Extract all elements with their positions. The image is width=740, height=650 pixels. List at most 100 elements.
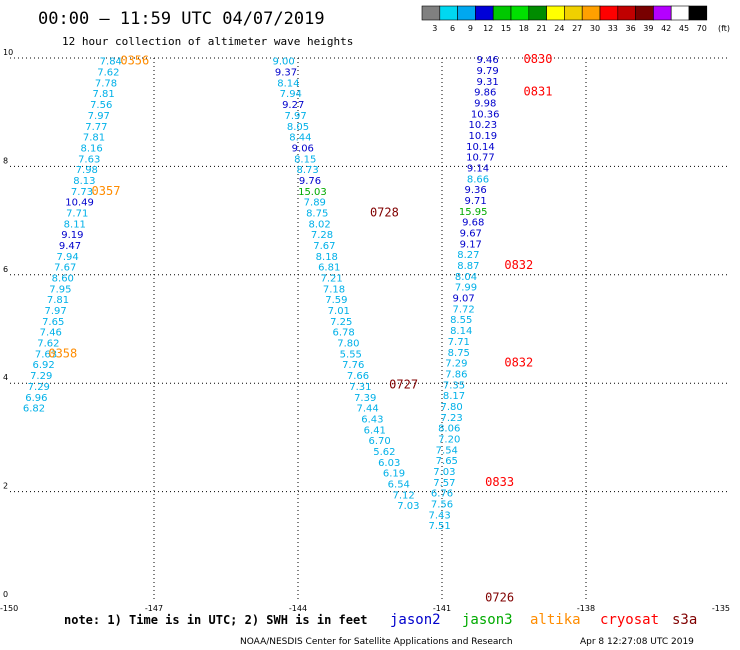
swh-value: 7.95 xyxy=(49,284,71,295)
pass-time-label: 0831 xyxy=(524,85,553,99)
colorbar-swatch xyxy=(653,5,672,21)
swh-value: 7.86 xyxy=(445,369,467,380)
pass-time-labels: 0356 0357 0358 0830 0831 0728 0832 0832 0727 0833… xyxy=(48,52,552,604)
page-subtitle: 12 hour collection of altimeter wave hei… xyxy=(62,35,353,48)
colorbar-label: 39 xyxy=(643,24,653,33)
pass-time-label: 0728 xyxy=(370,205,399,219)
swh-value: 10.49 xyxy=(65,198,94,209)
swh-value: 10.14 xyxy=(466,142,495,153)
swh-value: 7.54 xyxy=(436,445,458,456)
swh-value: 9.47 xyxy=(59,241,81,252)
swh-value: 7.65 xyxy=(436,456,458,467)
legend-s3a: s3a xyxy=(672,612,697,628)
swh-value: 8.11 xyxy=(64,219,86,230)
swh-value: 7.73 xyxy=(71,187,93,198)
wave-height-points: 7.847.627.787.817.567.977.777.818.167.63… xyxy=(23,55,500,532)
swh-value: 6.03 xyxy=(378,458,400,469)
swh-value: 7.56 xyxy=(431,500,453,511)
swh-value: 7.67 xyxy=(313,241,335,252)
swh-value: 15.95 xyxy=(459,207,488,218)
swh-value: 7.63 xyxy=(78,154,100,165)
colorbar-label: 12 xyxy=(483,24,493,33)
swh-value: 6.81 xyxy=(318,263,340,274)
swh-value: 6.92 xyxy=(32,360,54,371)
colorbar-label: 36 xyxy=(626,24,636,33)
x-tick-label: -135 xyxy=(712,604,730,613)
colorbar-swatch xyxy=(475,5,494,21)
swh-value: 7.94 xyxy=(56,252,78,263)
swh-value: 10.77 xyxy=(466,153,495,164)
swh-value: 10.36 xyxy=(471,109,500,120)
colorbar-unit: (ft) xyxy=(718,24,730,33)
satellite-legend: jason2 jason3 altika cryosat s3a xyxy=(390,612,697,628)
swh-value: 9.86 xyxy=(474,88,496,99)
footer-timestamp: Apr 8 12:27:08 UTC 2019 xyxy=(580,637,694,647)
colorbar-swatch xyxy=(670,5,690,21)
swh-value: 7.97 xyxy=(88,111,110,122)
x-tick-label: -138 xyxy=(577,604,595,613)
swh-value: 7.43 xyxy=(428,510,450,521)
pass-time-label: 0727 xyxy=(389,377,418,391)
swh-value: 8.75 xyxy=(306,208,328,219)
swh-value: 8.13 xyxy=(73,176,95,187)
swh-value: 9.36 xyxy=(464,185,486,196)
colorbar-label: 9 xyxy=(468,24,473,33)
swh-value: 7.25 xyxy=(330,317,352,328)
axis-ticks: -150 -147 -144 -141 -138 -135 0 2 4 6 8 10 xyxy=(0,48,730,613)
colorbar-swatch xyxy=(546,5,565,21)
swh-value: 7.31 xyxy=(349,382,371,393)
swh-value: 7.56 xyxy=(90,100,112,111)
swh-value: 15.03 xyxy=(298,187,327,198)
colorbar-label: 21 xyxy=(537,24,547,33)
swh-value: 9.14 xyxy=(467,163,489,174)
swh-value: 7.78 xyxy=(95,78,117,89)
colorbar-swatch xyxy=(635,5,654,21)
legend-jason2: jason2 xyxy=(390,612,441,628)
swh-value: 6.76 xyxy=(431,489,453,500)
swh-value: 9.06 xyxy=(292,143,314,154)
swh-value: 9.00 xyxy=(272,57,294,68)
swh-value: 7.59 xyxy=(325,295,347,306)
swh-value: 9.17 xyxy=(460,239,482,250)
colorbar-swatch xyxy=(528,5,547,21)
swh-value: 9.71 xyxy=(464,196,486,207)
y-tick-label: 10 xyxy=(3,48,13,57)
swh-value: 7.01 xyxy=(328,306,350,317)
swh-value: 7.76 xyxy=(342,360,364,371)
swh-value: 7.81 xyxy=(92,89,114,100)
swh-value: 7.71 xyxy=(448,337,470,348)
swh-value: 7.44 xyxy=(356,404,378,415)
swh-value: 7.67 xyxy=(54,263,76,274)
y-tick-label: 6 xyxy=(3,265,8,274)
pass-time-label: 0832 xyxy=(504,356,533,370)
swh-value: 7.29 xyxy=(445,359,467,370)
colorbar-swatch xyxy=(439,5,458,21)
x-tick-label: -141 xyxy=(433,604,451,613)
colorbar-swatch xyxy=(617,5,636,21)
colorbar-label: 27 xyxy=(572,24,582,33)
swh-value: 7.98 xyxy=(76,165,98,176)
swh-value: 7.80 xyxy=(337,339,359,350)
colorbar-label: 18 xyxy=(519,24,529,33)
swh-value: 6.43 xyxy=(361,414,383,425)
swh-value: 8.05 xyxy=(287,122,309,133)
y-tick-label: 4 xyxy=(3,373,8,382)
swh-value: 6.19 xyxy=(383,469,405,480)
pass-time-label: 0830 xyxy=(524,52,553,66)
footer-credit: NOAA/NESDIS Center for Satellite Applica… xyxy=(240,637,513,647)
swh-value: 7.28 xyxy=(311,230,333,241)
swh-value: 8.87 xyxy=(457,261,479,272)
swh-value: 6.70 xyxy=(368,436,390,447)
pass-time-label: 0726 xyxy=(485,590,514,604)
swh-value: 7.03 xyxy=(397,501,419,512)
swh-value: 6.96 xyxy=(25,393,47,404)
swh-value: 6.54 xyxy=(388,479,410,490)
swh-value: 5.62 xyxy=(373,447,395,458)
swh-value: 8.14 xyxy=(277,78,299,89)
colorbar-label: 24 xyxy=(554,24,564,33)
colorbar-label: 6 xyxy=(450,24,455,33)
swh-value: 8.15 xyxy=(294,154,316,165)
colorbar-label: 42 xyxy=(661,24,671,33)
colorbar-swatch xyxy=(564,5,583,21)
